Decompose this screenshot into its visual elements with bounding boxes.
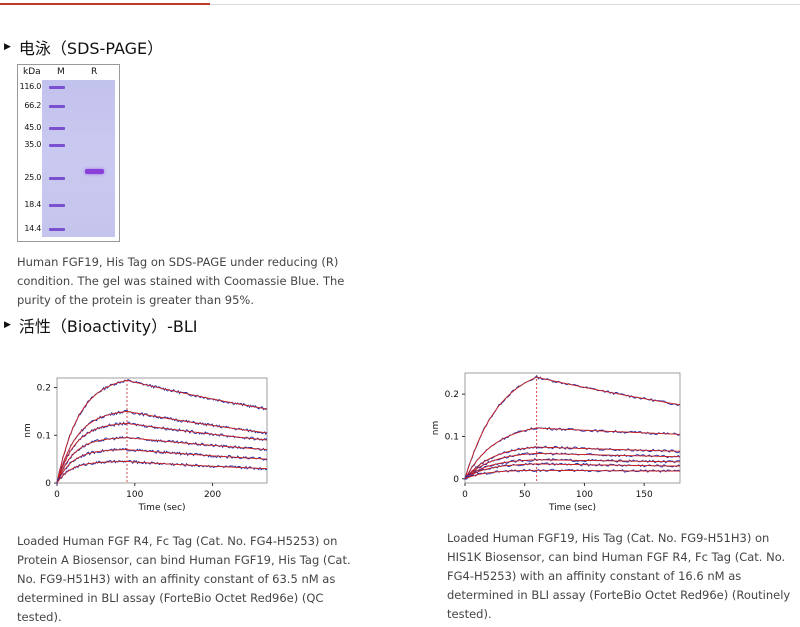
caption-line: Human FGF19, His Tag on SDS-PAGE under r…: [17, 255, 339, 269]
sds-section-heading: ▶ 电泳（SDS-PAGE）: [4, 35, 163, 59]
fit-curve: [464, 463, 680, 480]
caption-line: FG4-H5253) with an affinity constant of …: [447, 569, 742, 583]
fit-curve: [56, 379, 268, 484]
x-tick-label: 0: [462, 490, 468, 500]
gel-marker-label: 18.4: [24, 200, 41, 209]
data-trace: [56, 459, 268, 485]
gel-marker-label: 14.4: [24, 224, 41, 233]
x-tick-label: 0: [54, 490, 60, 500]
fit-curve: [56, 461, 268, 484]
data-trace: [56, 378, 268, 483]
caption-line: determined in BLI assay (ForteBio Octet …: [17, 591, 324, 605]
gel-marker-label: 25.0: [24, 173, 41, 182]
x-axis-label: Time (sec): [137, 503, 185, 513]
caption-line: Loaded Human FGF19, His Tag (Cat. No. FG…: [447, 531, 770, 545]
y-tick-label: 0: [453, 475, 459, 485]
gel-marker-band: [49, 177, 65, 180]
gel-marker-label: 116.0: [19, 82, 42, 91]
y-axis-label: nm: [23, 423, 33, 437]
gel-marker-band: [49, 105, 65, 108]
gel-marker-band: [49, 86, 65, 89]
x-axis-label: Time (sec): [548, 503, 596, 513]
fit-curve: [56, 422, 268, 484]
bli-section-heading: ▶ 活性（Bioactivity）-BLI: [4, 313, 198, 337]
caption-line: determined in BLI assay (ForteBio Octet …: [447, 588, 791, 602]
gel-background: [42, 80, 115, 237]
gel-marker-band: [49, 127, 65, 130]
active-tab-accent: [0, 3, 210, 5]
fit-curve: [464, 459, 680, 480]
x-tick-label: 100: [126, 490, 143, 500]
x-tick-label: 150: [636, 490, 653, 500]
gel-lane-m: M: [57, 67, 65, 77]
gel-kda-label: kDa: [23, 67, 41, 77]
fit-curve: [464, 427, 680, 480]
bli-left-caption: Loaded Human FGF R4, Fc Tag (Cat. No. FG…: [17, 532, 351, 627]
gel-sample-band: [85, 169, 104, 174]
caption-line: tested).: [447, 607, 492, 621]
gel-marker-band: [49, 204, 65, 207]
gel-lane-r: R: [91, 67, 98, 77]
y-tick-label: 0.2: [37, 384, 51, 394]
triangle-bullet-icon: ▶: [4, 42, 11, 52]
x-tick-label: 100: [576, 490, 593, 500]
fit-curve: [464, 446, 681, 480]
y-tick-label: 0.1: [445, 432, 459, 442]
fit-curve: [56, 449, 267, 484]
y-axis-label: nm: [431, 421, 441, 435]
gel-marker-label: 66.2: [24, 101, 41, 110]
fit-curve: [56, 410, 268, 484]
x-tick-label: 200: [204, 490, 221, 500]
gel-marker-band: [49, 144, 65, 147]
gel-marker-label: 35.0: [24, 140, 41, 149]
top-divider: [0, 4, 800, 5]
data-trace: [56, 435, 268, 484]
fit-curve: [464, 376, 681, 479]
y-tick-label: 0: [45, 479, 51, 489]
y-tick-label: 0.2: [445, 390, 459, 400]
sds-caption: Human FGF19, His Tag on SDS-PAGE under r…: [17, 253, 344, 310]
data-trace: [56, 447, 268, 485]
sds-gel-image: kDa M R 116.0 66.2 45.0 35.0 25.0 18.4 1…: [17, 64, 120, 242]
gel-marker-band: [49, 228, 65, 231]
x-tick-label: 50: [519, 490, 531, 500]
bli-right-caption: Loaded Human FGF19, His Tag (Cat. No. FG…: [447, 529, 790, 624]
fit-curve: [464, 452, 681, 480]
bli-title: 活性（Bioactivity）-BLI: [18, 317, 198, 336]
caption-line: condition. The gel was stained with Coom…: [17, 274, 345, 288]
gel-marker-label: 45.0: [24, 123, 41, 132]
caption-line: No. FG9-H51H3) with an affinity constant…: [17, 572, 336, 586]
caption-line: HIS1K Biosensor, can bind Human FGF R4, …: [447, 550, 786, 564]
bli-chart-left: 0 0.1 0.2 0 100 200 Time (sec) nm: [23, 377, 268, 513]
caption-line: Loaded Human FGF R4, Fc Tag (Cat. No. FG…: [17, 534, 338, 548]
sds-title: 电泳（SDS-PAGE）: [18, 39, 164, 58]
fit-curve: [464, 469, 681, 480]
caption-line: purity of the protein is greater than 95…: [17, 293, 254, 307]
y-tick-label: 0.1: [37, 431, 51, 441]
caption-line: Protein A Biosensor, can bind Human FGF1…: [17, 553, 351, 567]
fit-curve: [56, 437, 268, 484]
caption-line: tested).: [17, 610, 62, 624]
bli-chart-right: 0 0.1 0.2 0 50 100 150 Time (sec) nm: [431, 372, 681, 513]
triangle-bullet-icon: ▶: [4, 320, 11, 330]
